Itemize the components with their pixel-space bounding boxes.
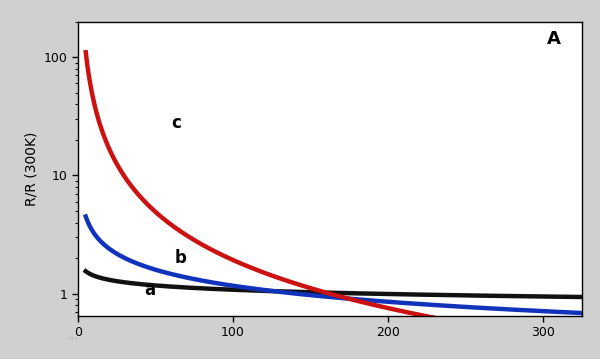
Text: A: A (547, 31, 560, 48)
Y-axis label: R/R (300K): R/R (300K) (24, 131, 38, 206)
Text: b: b (174, 249, 186, 267)
Text: a: a (145, 281, 156, 299)
Text: ...: ... (68, 331, 79, 341)
Text: c: c (171, 113, 181, 131)
